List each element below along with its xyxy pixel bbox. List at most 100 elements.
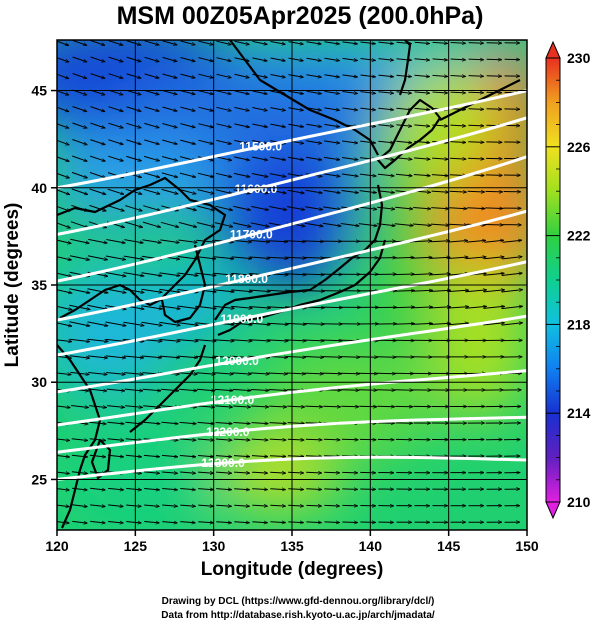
wind-arrow — [287, 406, 304, 407]
wind-arrow — [178, 221, 197, 227]
wind-arrow — [269, 206, 286, 210]
wind-arrow — [123, 288, 145, 293]
wind-arrow — [161, 172, 178, 177]
wind-arrow — [89, 455, 106, 457]
wind-arrow — [393, 324, 415, 325]
wind-arrow — [303, 291, 325, 292]
wind-arrow — [198, 472, 214, 473]
wind-arrow — [232, 389, 251, 390]
wind-arrow — [107, 205, 124, 211]
wind-arrow — [234, 90, 250, 94]
wind-arrow — [286, 357, 306, 358]
colorbar-ticks: 230 226 222 218 214 210 — [546, 50, 591, 510]
wind-arrow — [396, 141, 412, 143]
wind-arrow — [180, 505, 195, 506]
wind-arrow — [450, 43, 466, 44]
wind-arrow — [177, 340, 198, 342]
wind-arrow — [143, 205, 160, 211]
y-axis-label: Latitude (degrees) — [2, 203, 23, 368]
wind-arrow — [234, 505, 249, 506]
wind-arrow — [432, 125, 447, 126]
wind-arrow — [501, 323, 523, 326]
wind-arrow — [287, 206, 304, 210]
wind-arrow — [108, 505, 123, 507]
wind-arrow — [72, 122, 88, 128]
colorbar-tick-label: 222 — [567, 228, 591, 244]
wind-arrow — [324, 107, 339, 110]
wind-arrow — [501, 306, 523, 310]
wind-arrow — [287, 189, 305, 193]
wind-arrow — [215, 189, 233, 194]
wind-arrow — [89, 438, 106, 441]
colorbar-min-triangle — [545, 501, 561, 520]
wind-arrow — [180, 106, 196, 111]
wind-arrow — [411, 307, 433, 308]
wind-arrow — [324, 156, 340, 159]
wind-arrow — [269, 406, 286, 407]
wind-arrow — [143, 455, 160, 456]
wind-arrow — [177, 272, 198, 276]
wind-arrow — [57, 156, 69, 162]
wind-arrow — [180, 489, 195, 490]
wind-arrow — [447, 290, 469, 292]
wind-arrow — [267, 307, 288, 308]
wind-arrow — [252, 140, 267, 144]
wind-arrow — [306, 489, 321, 490]
wind-arrow — [159, 288, 181, 292]
wind-arrow — [143, 188, 160, 194]
wind-arrow — [484, 257, 504, 260]
wind-arrow — [342, 505, 357, 506]
wind-arrow — [413, 208, 431, 209]
wind-arrow — [159, 305, 180, 309]
wind-arrow — [126, 505, 141, 506]
wind-arrow — [270, 41, 286, 45]
coast-china-south — [57, 344, 102, 529]
wind-arrow — [432, 59, 448, 60]
wind-arrow — [303, 324, 325, 325]
wind-arrow — [198, 106, 214, 111]
wind-arrow — [143, 155, 159, 160]
wind-arrow — [161, 455, 178, 456]
wind-arrow — [252, 90, 268, 94]
wind-arrow — [72, 56, 87, 62]
wind-arrow — [231, 256, 252, 259]
wind-arrow — [213, 356, 234, 357]
wind-arrow — [396, 92, 412, 93]
wind-arrow — [126, 106, 142, 112]
wind-arrow — [360, 42, 376, 44]
wind-arrow — [126, 73, 141, 78]
wind-arrow — [393, 291, 415, 292]
wind-arrow — [105, 338, 126, 341]
wind-arrow — [450, 125, 465, 126]
wind-arrow — [252, 57, 268, 61]
wind-arrow — [142, 221, 161, 227]
wind-arrow — [57, 406, 70, 408]
wind-arrow — [234, 522, 249, 523]
wind-arrow — [414, 125, 429, 126]
wind-arrow — [393, 257, 414, 258]
wind-arrow — [71, 171, 87, 178]
wind-arrow — [450, 109, 466, 110]
wind-arrow — [252, 522, 267, 523]
wind-arrow — [126, 56, 141, 61]
wind-arrow — [359, 206, 377, 209]
wind-arrow — [323, 406, 340, 407]
coast-honshu-south — [217, 239, 387, 337]
wind-arrow — [198, 123, 213, 128]
wind-arrow — [162, 73, 178, 78]
contour-label: 11900.0 — [221, 312, 264, 326]
wind-arrow — [87, 355, 108, 358]
wind-arrow — [198, 522, 213, 523]
coast-kyushu-honshu — [214, 184, 384, 321]
wind-arrow — [340, 223, 359, 227]
wind-arrow — [123, 321, 145, 325]
wind-arrow — [250, 390, 269, 391]
wind-arrow — [287, 173, 304, 177]
wind-arrow — [71, 188, 88, 195]
wind-arrow — [197, 205, 214, 210]
wind-arrow — [233, 156, 250, 160]
wind-arrow — [72, 106, 87, 112]
wind-arrow — [180, 522, 195, 523]
colorbar: 230 226 222 218 214 210 — [545, 40, 591, 520]
x-axis-label: Longitude (degrees) — [201, 559, 384, 580]
